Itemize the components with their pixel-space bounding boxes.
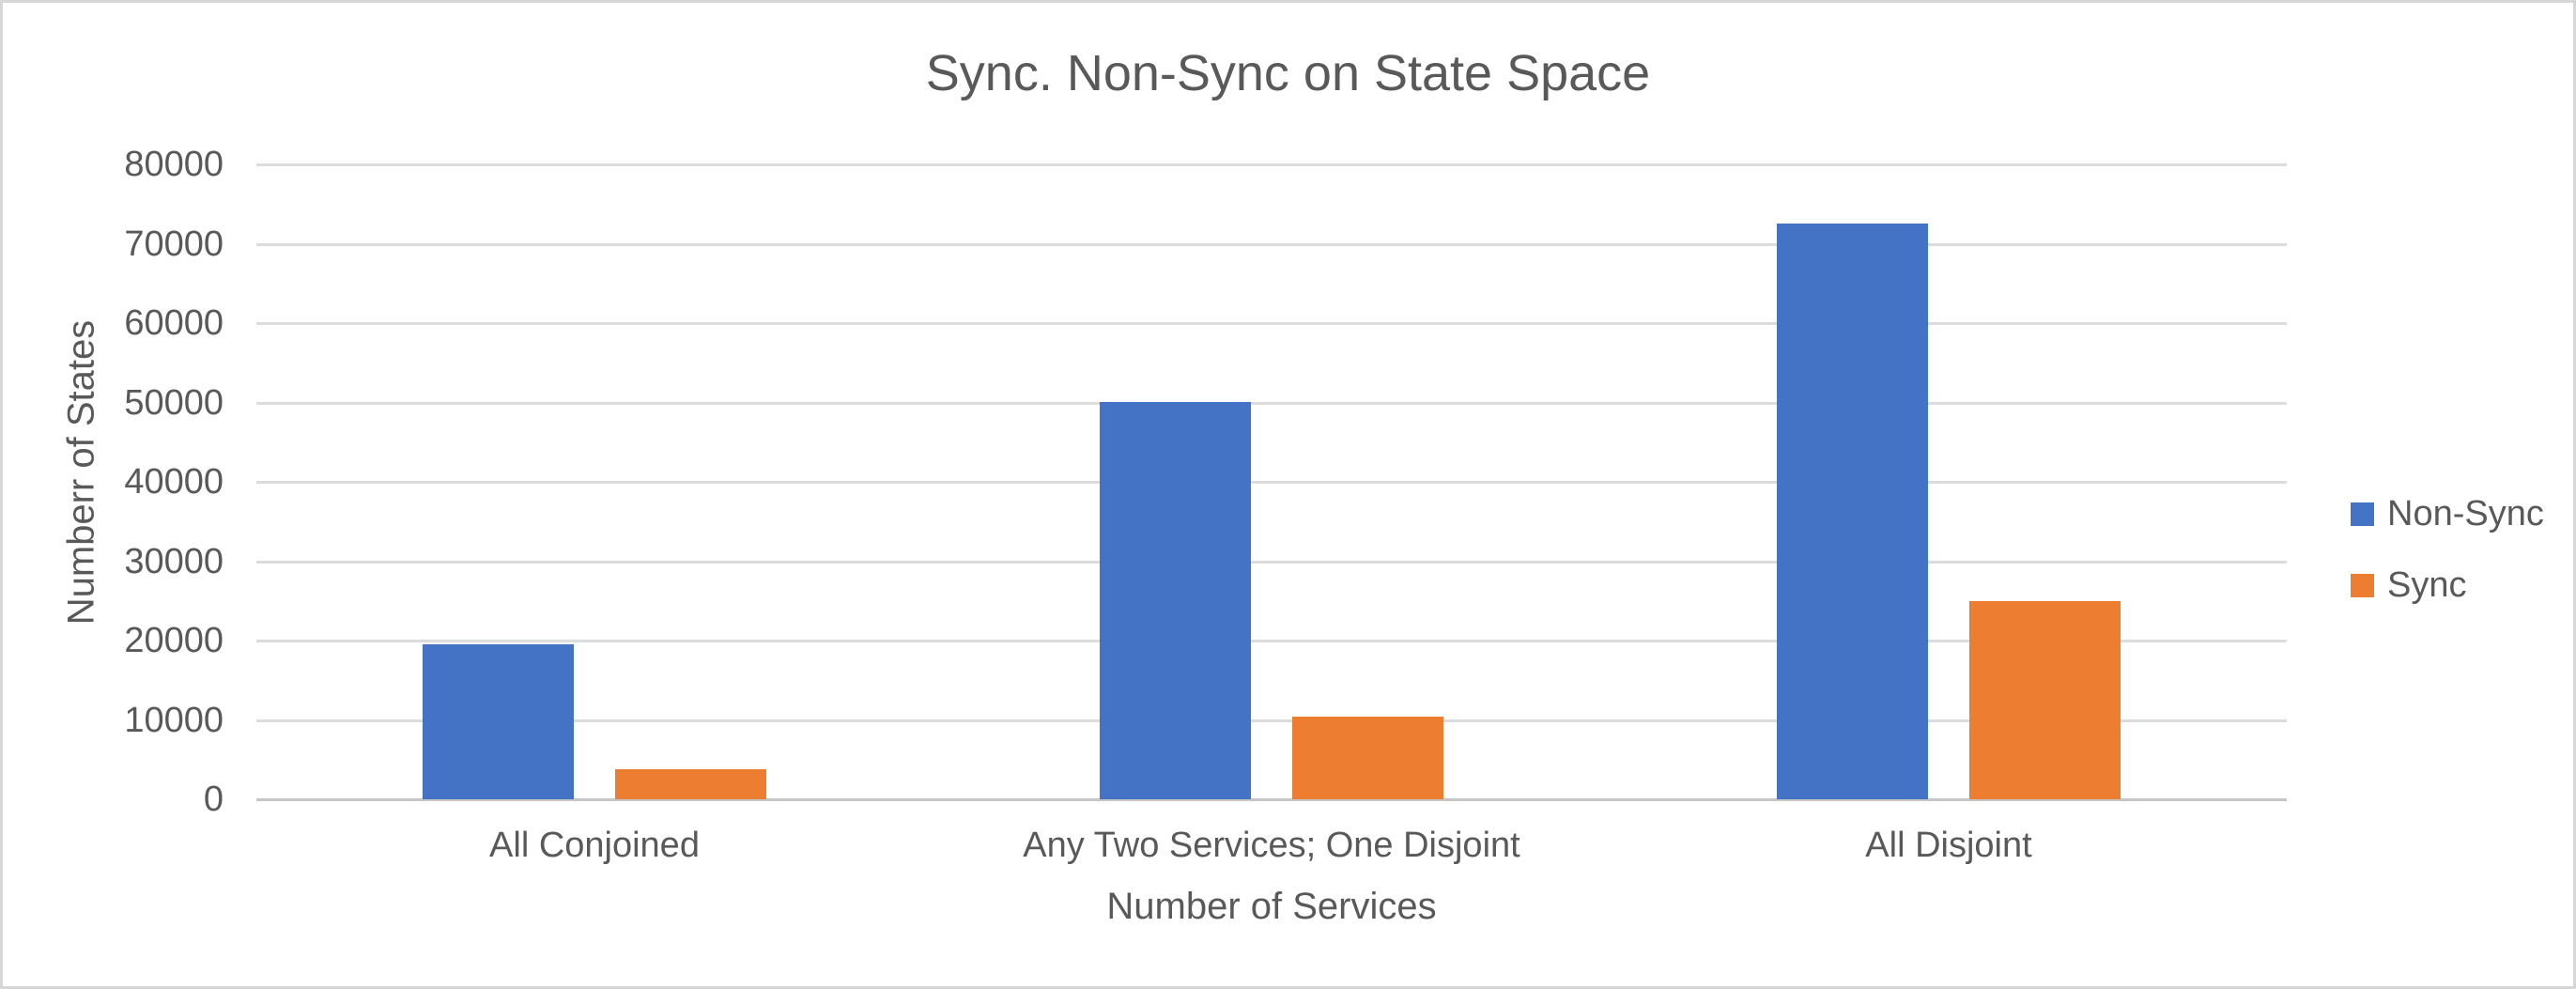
y-tick-label-80000: 80000 <box>124 145 224 184</box>
gridline-50000 <box>256 402 2287 405</box>
legend: Non-Sync Sync <box>2351 493 2544 636</box>
gridline-20000 <box>256 640 2287 642</box>
bar-non-sync-3 <box>1777 224 1928 799</box>
legend-swatch-icon <box>2351 502 2374 526</box>
y-tick-label-40000: 40000 <box>124 462 224 502</box>
bar-non-sync-1 <box>423 644 574 799</box>
gridline-0 <box>256 798 2287 801</box>
plot-area <box>256 163 2287 801</box>
bar-non-sync-2 <box>1100 402 1251 799</box>
y-tick-label-70000: 70000 <box>124 224 224 264</box>
gridline-40000 <box>256 481 2287 484</box>
bar-sync-3 <box>1969 601 2121 799</box>
gridline-70000 <box>256 243 2287 246</box>
y-tick-label-50000: 50000 <box>124 383 224 423</box>
y-tick-label-0: 0 <box>203 780 224 819</box>
gridline-80000 <box>256 163 2287 166</box>
chart-title: Sync. Non-Sync on State Space <box>925 45 1651 101</box>
y-tick-label-30000: 30000 <box>124 542 224 581</box>
gridline-30000 <box>256 561 2287 564</box>
gridline-60000 <box>256 322 2287 325</box>
gridline-10000 <box>256 719 2287 722</box>
bar-sync-1 <box>615 769 766 799</box>
legend-label: Sync <box>2387 564 2467 605</box>
x-category-label-1: All Conjoined <box>489 826 700 865</box>
legend-swatch-icon <box>2351 573 2374 597</box>
bar-sync-2 <box>1292 717 1443 799</box>
y-tick-label-60000: 60000 <box>124 303 224 343</box>
x-axis-title: Number of Services <box>1106 886 1437 927</box>
legend-item-non-sync: Non-Sync <box>2351 493 2544 534</box>
legend-label: Non-Sync <box>2387 493 2544 533</box>
x-category-label-3: All Disjoint <box>1865 826 2032 865</box>
y-tick-label-10000: 10000 <box>124 701 224 740</box>
y-tick-label-20000: 20000 <box>124 621 224 660</box>
x-category-label-2: Any Two Services; One Disjoint <box>1023 826 1520 865</box>
legend-item-sync: Sync <box>2351 564 2544 606</box>
